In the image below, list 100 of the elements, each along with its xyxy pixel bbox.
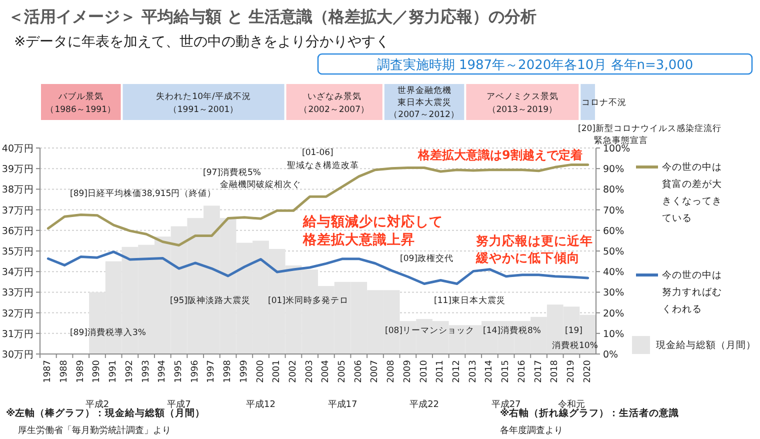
- annotation: [97]消費税5%: [203, 167, 261, 178]
- y-tick-label: 40万円: [2, 144, 34, 154]
- line-series: [46, 250, 590, 285]
- text: 世界金融危機: [397, 85, 452, 96]
- x-tick-label: 2010: [419, 360, 430, 383]
- y2-tick-label: 0%: [603, 350, 618, 360]
- text: アベノミクス景気: [486, 91, 558, 102]
- x-tick-label: 2007: [370, 360, 380, 383]
- text: （2002～2007）: [299, 105, 370, 115]
- y-tick-label: 31万円: [2, 328, 34, 340]
- x-tick-label: 2003: [304, 360, 315, 383]
- x-tick-label: 1987: [43, 360, 54, 383]
- x-tick-label: 2005: [338, 360, 348, 383]
- y-tick-label: 39万円: [2, 164, 34, 176]
- annotation: [95]阪神淡路大震災: [170, 295, 250, 306]
- x-tick-label: 2019: [566, 360, 576, 383]
- y2-tick-label: 30%: [603, 288, 624, 299]
- annotation: 格差拡大意識は9割越えで定着: [417, 148, 582, 162]
- chart-subtitle: ※データに年表を加えて、世の中の動きをより分かりやすく: [14, 34, 390, 50]
- annotation: [14]消費税8%: [483, 325, 541, 336]
- text: 平成12: [246, 399, 276, 410]
- y2-tick-label: 20%: [603, 308, 624, 320]
- text: [20]新型コロナウイルス感染症流行: [578, 123, 722, 134]
- x-tick-label: 2006: [354, 360, 364, 383]
- y-tick-label: 36万円: [2, 226, 34, 237]
- x-tick-label: 2015: [501, 360, 512, 383]
- y-tick-label: 33万円: [2, 288, 34, 299]
- y2-tick-label: 100%: [603, 144, 630, 154]
- text: （1991～2001）: [168, 105, 239, 115]
- text: 平成17: [328, 399, 358, 410]
- x-tick-label: 2017: [534, 360, 544, 383]
- x-tick-label: 2001: [272, 360, 282, 383]
- x-tick-label: 2016: [517, 360, 528, 383]
- annotation: [11]東日本大震災: [434, 295, 506, 306]
- x-tick-label: 2012: [452, 360, 462, 383]
- chart-title: ＜活用イメージ＞ 平均給与額 と 生活意識（格差拡大／努力応報）の分析: [8, 7, 537, 26]
- text: 東日本大震災: [397, 97, 452, 108]
- x-tick-label: 1997: [206, 360, 217, 383]
- y-tick-label: 38万円: [2, 184, 34, 196]
- annotation: [08]リーマンショック: [385, 326, 474, 336]
- x-tick-label: 2009: [402, 360, 413, 383]
- text: （2007～2012）: [389, 110, 460, 120]
- legend-label: 今の世の中は貧富の差が大きくなってきている: [662, 160, 723, 226]
- annotation: [01-06]: [302, 148, 334, 158]
- y2-tick-label: 70%: [603, 205, 624, 216]
- text: 平成22: [410, 399, 440, 410]
- x-tick-label: 1995: [174, 360, 184, 383]
- x-tick-label: 2011: [436, 360, 446, 383]
- x-tick-label: 2000: [256, 360, 266, 383]
- annotation: 聖域なき構造改革: [287, 160, 359, 171]
- x-tick-label: 2014: [484, 360, 495, 383]
- x-tick-label: 1989: [76, 360, 86, 383]
- x-tick-label: 2004: [321, 360, 332, 383]
- y2-tick-label: 90%: [603, 164, 624, 176]
- x-tick-label: 1993: [141, 360, 152, 383]
- annotation: 努力応報は更に近年: [476, 233, 593, 248]
- text: バブル景気: [57, 91, 104, 102]
- annotation: 緩やかに低下傾向: [475, 250, 580, 265]
- annotation: 給与額減少に対応して: [302, 213, 443, 230]
- y2-tick-label: 10%: [603, 328, 624, 340]
- text: いざなみ景気: [307, 91, 362, 102]
- y2-tick-label: 40%: [603, 267, 624, 278]
- text: （1986～1991）: [46, 105, 116, 115]
- annotation: [89]消費税導入3%: [70, 327, 146, 338]
- text: ※左軸（棒グラフ）：現金給与総額（月間）: [6, 407, 206, 419]
- legend-label: 現金給与総額（月間）: [656, 339, 757, 353]
- x-tick-label: 1990: [92, 360, 102, 383]
- x-tick-label: 1992: [124, 360, 135, 383]
- text: 失われた10年/平成不況: [156, 91, 251, 102]
- annotation: [09]政権交代: [400, 253, 454, 264]
- text: 各年度調査より: [500, 425, 563, 436]
- y2-tick-label: 50%: [603, 246, 624, 258]
- annotation: 消費税10%: [552, 340, 598, 351]
- x-tick-label: 2008: [386, 360, 397, 383]
- annotation: 格差拡大意識上昇: [302, 231, 415, 248]
- x-tick-label: 1994: [158, 360, 168, 383]
- annotation: 金融機関破綻相次ぐ: [220, 179, 301, 190]
- annotation: [01]米同時多発テロ: [268, 295, 348, 306]
- x-tick-label: 1996: [190, 360, 200, 383]
- x-tick-label: 2013: [468, 360, 478, 383]
- y2-tick-label: 60%: [603, 226, 624, 237]
- y-tick-label: 34万円: [2, 267, 34, 278]
- y-tick-label: 35万円: [2, 246, 34, 258]
- text: 厚生労働省「毎月勤労統計調査」より: [18, 425, 171, 436]
- text: 緊急事態宣言: [594, 135, 648, 146]
- y-tick-label: 30万円: [2, 350, 34, 360]
- x-tick-label: 1988: [60, 360, 70, 383]
- text: ※右軸（折れ線グラフ）：生活者の意識: [500, 407, 680, 419]
- x-tick-label: 1991: [108, 360, 119, 383]
- x-tick-label: 2002: [288, 360, 298, 383]
- text: コロナ不況: [582, 97, 627, 108]
- text: （2013～2019）: [487, 105, 558, 115]
- text: 調査実施時期 1987年～2020年各10月 各年n=3,000: [376, 57, 694, 73]
- annotation: [89]日経平均株価38,915円（終値）: [70, 188, 216, 199]
- text: 令和元: [558, 399, 585, 410]
- x-tick-label: 1998: [223, 360, 234, 383]
- annotation: [19]: [565, 326, 582, 336]
- y-tick-label: 37万円: [2, 205, 34, 216]
- y2-tick-label: 80%: [603, 184, 624, 196]
- x-tick-label: 2020: [582, 360, 593, 383]
